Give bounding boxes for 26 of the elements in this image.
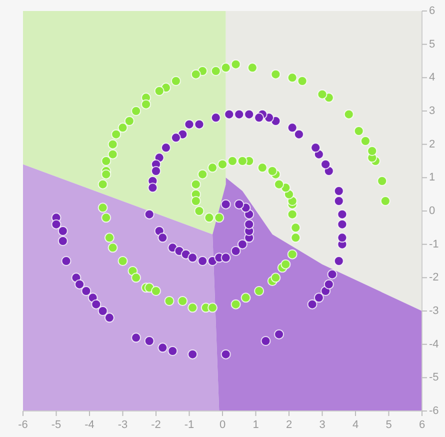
y-tick-label: -1 (429, 238, 439, 250)
x-tick-label: -5 (51, 419, 62, 431)
x-tick-label: -3 (118, 419, 128, 431)
y-tick-label: -4 (429, 338, 439, 350)
y-tick-label: -2 (429, 272, 439, 284)
y-tick-label: 5 (429, 38, 436, 50)
x-tick-label: -4 (84, 419, 94, 431)
x-tick-label: 2 (286, 419, 292, 431)
x-tick-label: 3 (319, 419, 326, 431)
x-tick-label: -2 (151, 419, 161, 431)
x-tick-label: 1 (252, 419, 259, 431)
y-tick-label: 1 (429, 172, 436, 184)
y-tick-label: 0 (429, 205, 436, 217)
x-tick-label: 6 (418, 419, 426, 431)
y-tick-label: 4 (429, 72, 436, 84)
x-tick-label: 0 (219, 419, 226, 431)
y-tick-label: 6 (429, 5, 436, 17)
x-tick-label: -6 (18, 419, 28, 431)
y-tick-label: -3 (429, 305, 439, 317)
y-tick-label: 3 (429, 105, 436, 117)
x-tick-label: 4 (352, 419, 359, 431)
x-tick-label: -1 (184, 419, 194, 431)
x-tick-label: 5 (386, 419, 392, 431)
y-tick-label: 2 (429, 138, 436, 150)
y-tick-label: -6 (429, 405, 439, 417)
y-tick-label: -5 (429, 372, 439, 384)
